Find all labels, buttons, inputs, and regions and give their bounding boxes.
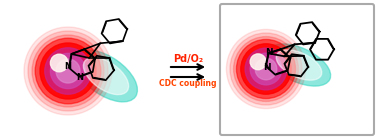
Circle shape <box>234 37 298 101</box>
Text: CDC coupling: CDC coupling <box>159 79 217 88</box>
Circle shape <box>50 54 68 72</box>
Ellipse shape <box>84 57 129 95</box>
Text: Pd/O₂: Pd/O₂ <box>173 54 203 64</box>
Circle shape <box>45 48 91 94</box>
Circle shape <box>241 44 291 94</box>
Text: N: N <box>265 48 273 57</box>
Circle shape <box>226 29 305 109</box>
Text: N: N <box>76 73 83 82</box>
Circle shape <box>250 53 282 85</box>
Ellipse shape <box>74 50 138 102</box>
Text: N: N <box>263 63 270 72</box>
Circle shape <box>35 38 101 104</box>
Circle shape <box>24 27 112 115</box>
Circle shape <box>28 31 108 111</box>
FancyBboxPatch shape <box>220 4 374 135</box>
Circle shape <box>250 54 266 70</box>
Circle shape <box>237 39 296 99</box>
Ellipse shape <box>267 44 331 86</box>
Circle shape <box>56 59 80 83</box>
Circle shape <box>32 35 104 107</box>
Circle shape <box>50 53 85 89</box>
Circle shape <box>230 33 302 105</box>
Circle shape <box>255 58 277 80</box>
Text: N: N <box>64 62 71 71</box>
Circle shape <box>40 43 96 99</box>
Ellipse shape <box>276 50 322 80</box>
Circle shape <box>245 48 287 90</box>
